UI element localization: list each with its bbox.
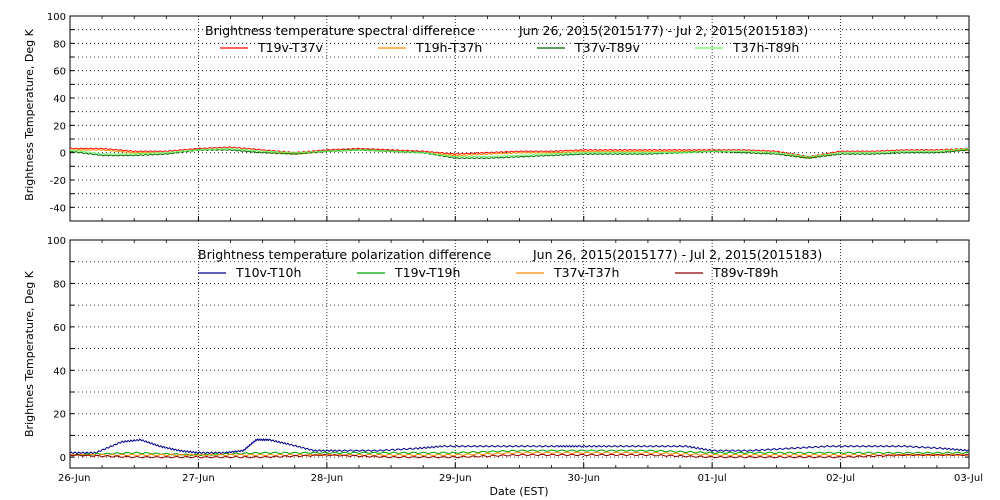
x-tick-label: 02-Jul [826,473,855,484]
legend-label: T37h-T89h [732,40,799,55]
x-tick-label: 01-Jul [698,473,727,484]
plot-frame [69,239,970,469]
x-tick-label: 30-Jun [567,473,600,484]
y-tick-label: 80 [53,39,66,50]
y-tick-label: -20 [50,176,66,187]
panel-title: Brightness temperature polarization diff… [198,247,492,262]
series-line-T37h-T89h [69,147,969,158]
x-tick-label: 03-Jul [954,473,983,484]
panel-date-range: Jun 26, 2015(2015177) - Jul 2, 2015(2015… [518,23,808,38]
x-tick-label: 29-Jun [439,473,472,484]
x-tick-label: 27-Jun [182,473,215,484]
y-tick-label: 100 [47,236,66,247]
x-axis-title: Date (EST) [489,485,548,498]
panel-title: Brightness temperature spectral differen… [205,23,475,38]
y-tick-label: 60 [53,67,66,78]
plot-frame [69,15,970,222]
y-tick-label: 20 [53,121,66,132]
y-tick-label: 40 [53,94,66,105]
series-line-T89v-T89h [69,453,970,459]
x-tick-label: 28-Jun [311,473,344,484]
spectral-difference-panel: Brightness temperature spectral differen… [23,12,970,222]
y-tick-label: -40 [50,203,66,214]
y-tick-label: 20 [53,410,66,421]
polarization-difference-panel: Brightness temperature polarization diff… [23,236,983,498]
legend-label: T19v-T19h [394,265,460,280]
y-tick-label: 100 [47,12,66,23]
y-tick-label: 0 [60,453,66,464]
y-tick-label: 0 [60,149,66,160]
panel-date-range: Jun 26, 2015(2015177) - Jul 2, 2015(2015… [532,247,822,262]
legend-label: T37v-T89v [574,40,641,55]
y-axis-title: Brightnes Temperature, Deg K [23,270,36,437]
legend-label: T89v-T89h [712,265,778,280]
y-tick-label: 60 [53,323,66,334]
legend-label: T37v-T37h [553,265,619,280]
legend-label: T10v-T10h [235,265,301,280]
series-line-T37v-T37h [69,451,970,457]
series-line-T10v-T10h [69,437,970,455]
y-tick-label: 40 [53,366,66,377]
legend-label: T19v-T37v [257,40,324,55]
x-tick-label: 26-Jun [58,473,91,484]
legend-label: T19h-T37h [415,40,482,55]
y-axis-title: Brightness Temperature, Deg K [23,28,36,200]
y-tick-label: 80 [53,279,66,290]
